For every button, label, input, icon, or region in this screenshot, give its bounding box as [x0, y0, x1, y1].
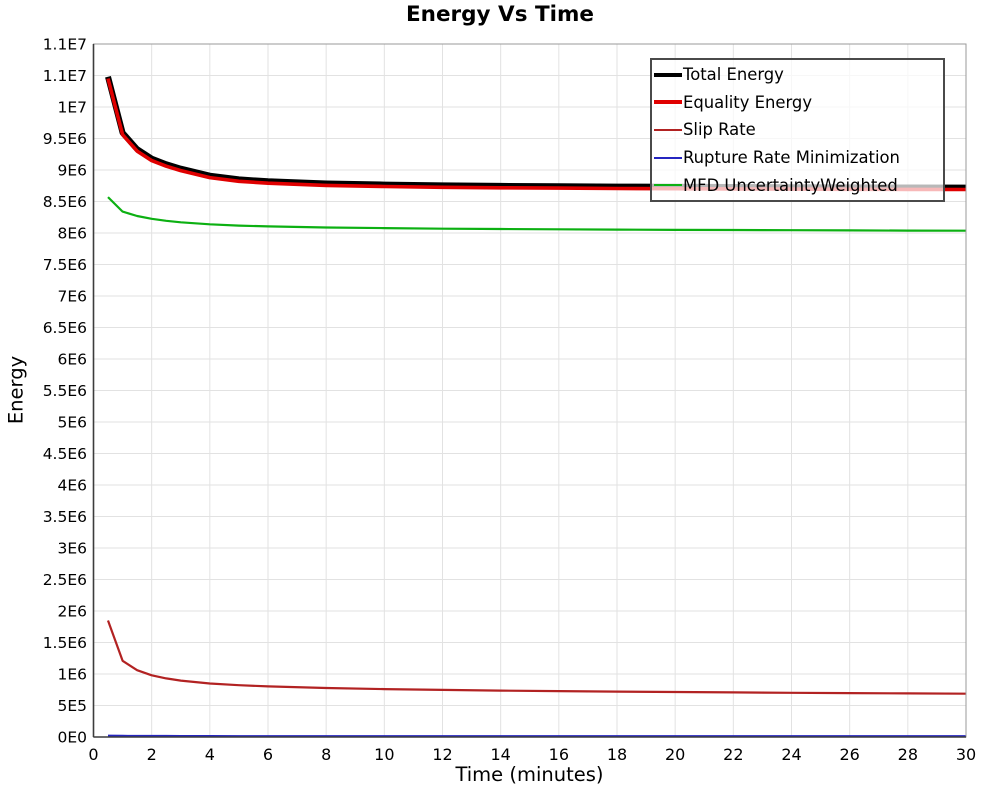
x-tick-label: 22: [723, 745, 743, 764]
y-tick-label: 6E6: [57, 351, 87, 369]
y-tick-label: 3E6: [57, 540, 87, 558]
y-tick-label: 8E6: [57, 225, 87, 243]
legend-entry-equality-energy: Equality Energy: [652, 89, 943, 116]
legend: Total Energy Equality Energy Slip Rate Rupt…: [650, 58, 945, 202]
legend-line-swatch: [654, 128, 682, 131]
y-tick-label: 4E6: [57, 477, 87, 495]
y-tick-label: 2E6: [57, 603, 87, 621]
y-tick-label: 9.5E6: [43, 130, 87, 148]
y-tick-label: 4.5E6: [43, 445, 87, 463]
legend-line-swatch: [654, 100, 682, 105]
y-tick-label: 1.5E6: [43, 634, 87, 652]
x-tick-label: 20: [665, 745, 685, 764]
x-tick-label: 0: [88, 745, 98, 764]
x-tick-label: 16: [549, 745, 569, 764]
legend-label: MFD UncertaintyWeighted: [683, 175, 898, 195]
x-tick-label: 14: [490, 745, 510, 764]
plot-frame: [92, 43, 967, 738]
tick-labels: 0 2 4 6 8 10 12 14 16 18 20 22 24 26 28 300E05E51E61.5E…: [43, 36, 976, 765]
legend-line-swatch: [654, 156, 682, 159]
legend-entry-total-energy: Total Energy: [652, 61, 943, 88]
y-tick-label: 7.5E6: [43, 256, 87, 274]
legend-entry-rupture-rate-minimization: Rupture Rate Minimization: [652, 144, 943, 171]
legend-line-swatch: [654, 184, 682, 187]
y-tick-label: 0E0: [57, 729, 87, 747]
y-tick-label: 3.5E6: [43, 508, 87, 526]
y-tick-label: 1E6: [57, 666, 87, 684]
chart-title: Energy Vs Time: [405, 2, 594, 27]
legend-label: Equality Energy: [683, 92, 813, 112]
legend-label: Rupture Rate Minimization: [683, 148, 900, 168]
x-tick-label: 26: [839, 745, 859, 764]
x-tick-label: 12: [432, 745, 452, 764]
x-axis-title: Time (minutes): [455, 763, 604, 786]
y-tick-label: 9E6: [57, 162, 87, 180]
x-tick-label: 2: [147, 745, 157, 764]
legend-entry-mfd-uncertaintyweighted: MFD UncertaintyWeighted: [652, 172, 943, 199]
x-tick-label: 24: [781, 745, 801, 764]
y-tick-label: 1E7: [57, 99, 87, 117]
x-tick-label: 4: [205, 745, 215, 764]
y-tick-label: 1.1E7: [43, 67, 87, 85]
series-line-rupture-rate-minimization: [107, 734, 966, 738]
legend-label: Slip Rate: [683, 120, 756, 140]
y-tick-label: 5E5: [57, 697, 87, 715]
x-tick-label: 18: [607, 745, 627, 764]
y-tick-label: 7E6: [57, 288, 87, 306]
legend-entry-slip-rate: Slip Rate: [652, 116, 943, 143]
y-tick-label: 5E6: [57, 414, 87, 432]
x-tick-label: 28: [898, 745, 918, 764]
legend-label: Total Energy: [683, 65, 784, 85]
series-line-slip-rate: [106, 620, 967, 695]
y-tick-label: 1.1E7: [43, 36, 87, 54]
y-tick-label: 8.5E6: [43, 193, 87, 211]
y-tick-label: 2.5E6: [43, 571, 87, 589]
x-tick-label: 8: [321, 745, 331, 764]
y-tick-label: 6.5E6: [43, 319, 87, 337]
y-tick-label: 5.5E6: [43, 382, 87, 400]
x-tick-label: 10: [374, 745, 394, 764]
x-tick-label: 30: [956, 745, 976, 764]
y-axis-title: Energy: [4, 355, 28, 425]
x-tick-label: 6: [263, 745, 273, 764]
series-line-mfd-uncertaintyweighted: [107, 196, 967, 232]
legend-line-swatch: [654, 72, 682, 77]
